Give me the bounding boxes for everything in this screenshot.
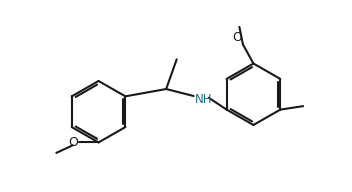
Text: O: O	[232, 31, 242, 44]
Text: NH: NH	[195, 93, 213, 106]
Text: O: O	[69, 136, 78, 149]
